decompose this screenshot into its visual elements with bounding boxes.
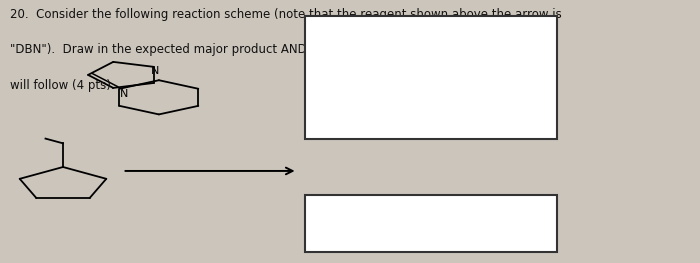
Text: Product:: Product: [313, 26, 368, 39]
Text: Mechanism:: Mechanism: [313, 208, 393, 221]
Text: N: N [151, 66, 160, 76]
Text: "DBN").  Draw in the expected major product AND indicate what mechanism the reac: "DBN"). Draw in the expected major produ… [10, 43, 539, 56]
Text: 20.  Consider the following reaction scheme (note that the reagent shown above t: 20. Consider the following reaction sche… [10, 8, 562, 21]
Bar [304, 195, 556, 252]
Text: N: N [120, 89, 129, 99]
Bar [304, 16, 556, 139]
Text: will follow (4 pts).: will follow (4 pts). [10, 79, 115, 92]
